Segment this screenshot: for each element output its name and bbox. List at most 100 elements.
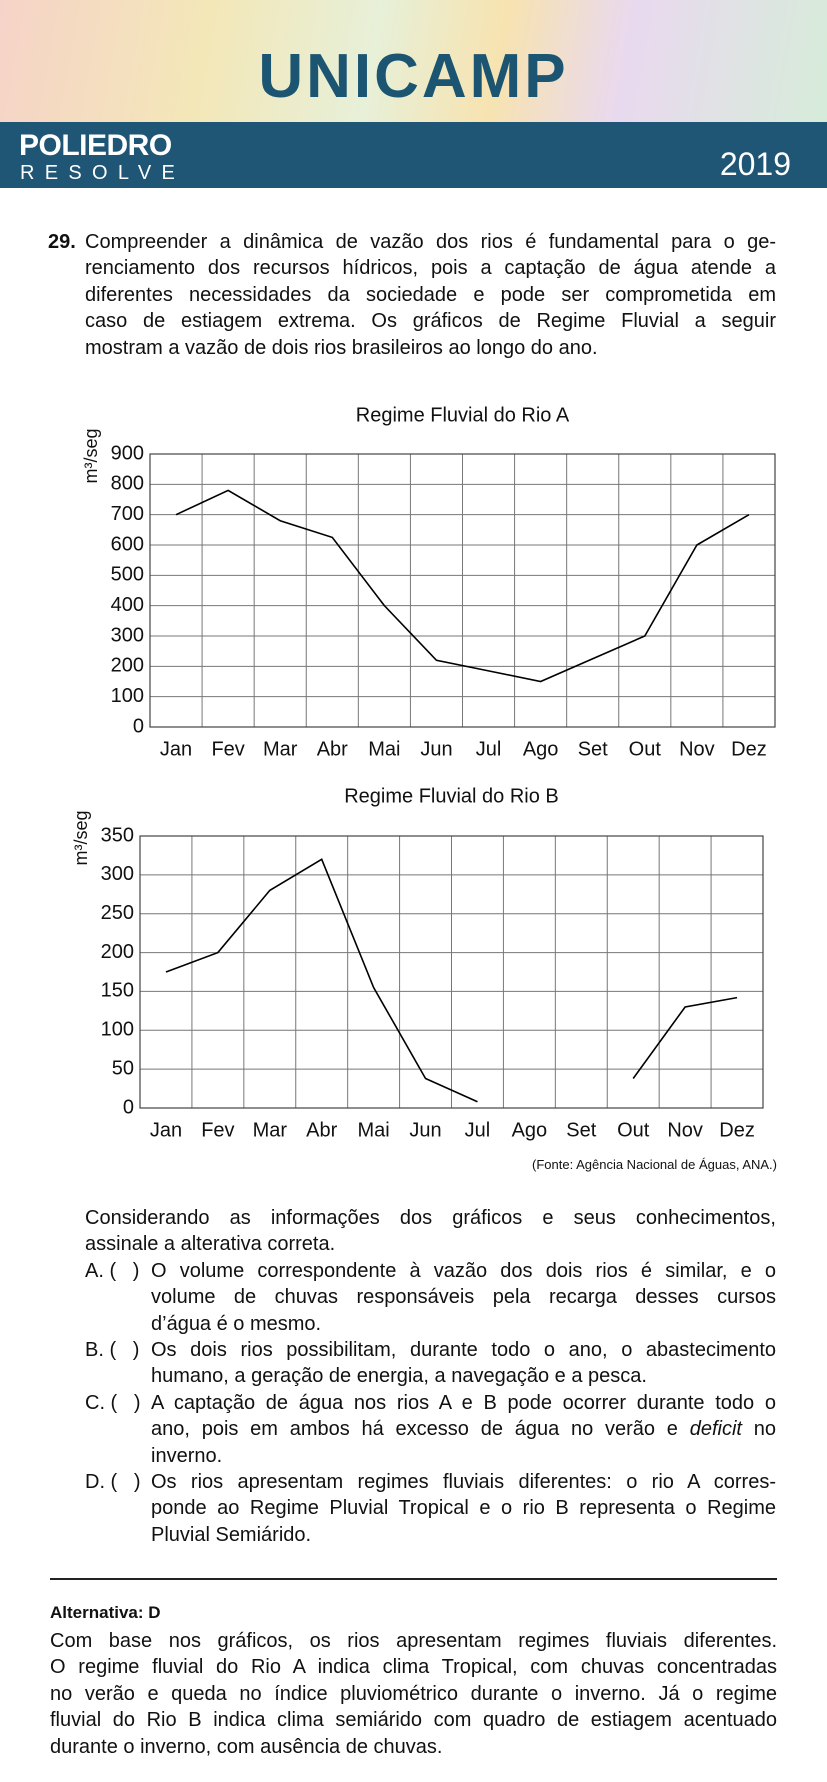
- question-number: 29.: [48, 231, 76, 253]
- text-line: Os dois rios possibilitam, durante todo …: [151, 1338, 776, 1361]
- y-tick-label: 250: [101, 902, 134, 924]
- separator: [50, 1578, 777, 1580]
- y-tick-label: 200: [101, 941, 134, 963]
- answer-text: Com base nos gráficos, os rios apresenta…: [50, 1628, 777, 1760]
- option: D. ( ) Os rios apresentam regimes fluviai…: [85, 1469, 776, 1548]
- y-tick-label: 600: [111, 533, 144, 555]
- plot-frame: [149, 453, 776, 728]
- text-line: caso de estiagem extrema. Os gráficos de…: [85, 310, 776, 333]
- text-line: O volume correspondente à vazão dos dois…: [151, 1259, 776, 1282]
- x-tick-label: Jun: [409, 1119, 441, 1141]
- y-tick-label: 100: [101, 1019, 134, 1041]
- x-tick-label: Ago: [523, 738, 559, 760]
- text-line: fluvial do Rio B indica clima semiárido …: [50, 1709, 777, 1732]
- text-line: Compreender a dinâmica de vazão dos rios…: [85, 231, 776, 253]
- source: (Fonte: Agência Nacional de Águas, ANA.): [532, 1157, 777, 1172]
- x-tick-label: Jul: [465, 1119, 491, 1141]
- x-tick-label: Mai: [358, 1119, 390, 1141]
- x-tick-label: Nov: [679, 738, 715, 760]
- text-line: durante o inverno, com ausência de chuva…: [50, 1735, 443, 1758]
- text-line: volume de chuvas responsáveis pela recar…: [151, 1286, 776, 1309]
- year: 2019: [719, 146, 791, 182]
- y-tick-label: 800: [111, 473, 144, 495]
- chart-title: Regime Fluvial do Rio B: [344, 785, 559, 807]
- y-tick-label: 100: [111, 685, 144, 707]
- text-line: Os rios apresentam regimes fluviais dife…: [151, 1470, 776, 1493]
- text-line: renciamento dos recursos hídricos, pois …: [85, 257, 776, 280]
- x-tick-label: Out: [629, 738, 662, 760]
- x-tick-label: Ago: [512, 1119, 548, 1141]
- y-tick-label: 900: [111, 442, 144, 464]
- x-tick-label: Dez: [731, 738, 767, 760]
- y-tick-label: 350: [101, 824, 134, 846]
- data-line: [175, 489, 750, 683]
- text-line: diferentes necessidades da sociedade e p…: [85, 283, 776, 306]
- x-tick-label: Abr: [306, 1119, 337, 1141]
- text-line: Pluvial Semiárido.: [151, 1523, 312, 1546]
- y-tick-label: 0: [123, 1096, 134, 1118]
- y-axis-label: m³/seg: [81, 428, 101, 483]
- text-line: humano, a geração de energia, a navegaçã…: [151, 1365, 647, 1388]
- header-banner: [0, 0, 827, 122]
- text-line: ponde ao Regime Pluvial Tropical e o rio…: [151, 1497, 776, 1520]
- text-line: ano, pois em ambos há excesso de água no…: [151, 1416, 776, 1442]
- text-line: Com base nos gráficos, os rios apresenta…: [50, 1630, 777, 1652]
- answer-label: Alternativa: D: [50, 1603, 161, 1622]
- text-segment: deficit: [689, 1418, 742, 1441]
- option-text: O volume correspondente à vazão dos dois…: [151, 1258, 776, 1337]
- option-letter: D. ( ): [85, 1470, 141, 1493]
- option-text: A captação de água nos rios A e B pode o…: [151, 1390, 776, 1469]
- y-axis-label: m³/seg: [71, 810, 91, 865]
- option-letter: A. ( ): [85, 1259, 140, 1282]
- y-tick-label: 0: [133, 715, 144, 737]
- text-line: mostram a vazão de dois rios brasileiros…: [85, 336, 598, 359]
- x-tick-label: Mar: [253, 1119, 288, 1141]
- text-line: inverno.: [151, 1444, 223, 1467]
- x-tick-label: Dez: [719, 1119, 755, 1141]
- plot-frame: [139, 835, 764, 1109]
- y-tick-label: 150: [101, 980, 134, 1002]
- option: C. ( ) A captação de água nos rios A e B …: [85, 1390, 776, 1469]
- x-tick-label: Jun: [420, 738, 452, 760]
- option: A. ( ) O volume correspondente à vazão do…: [85, 1258, 776, 1337]
- x-tick-label: Out: [617, 1119, 650, 1141]
- option-text: Os rios apresentam regimes fluviais dife…: [151, 1469, 776, 1548]
- x-tick-label: Mai: [368, 738, 400, 760]
- option-letter: B. ( ): [85, 1338, 140, 1361]
- question-options: Considerando as informações dos gráficos…: [85, 1205, 776, 1548]
- text-line: d’água é o mesmo.: [151, 1312, 322, 1335]
- x-tick-label: Fev: [201, 1119, 234, 1141]
- x-tick-label: Nov: [667, 1119, 703, 1141]
- y-tick-label: 700: [111, 503, 144, 525]
- option: B. ( ) Os dois rios possibilitam, durante…: [85, 1337, 776, 1390]
- text-line: no verão e queda no índice pluviométrico…: [50, 1682, 777, 1705]
- brand: POLIEDRO: [19, 129, 172, 162]
- y-tick-label: 300: [101, 863, 134, 885]
- x-tick-label: Jul: [476, 738, 502, 760]
- option-text: Os dois rios possibilitam, durante todo …: [151, 1337, 776, 1390]
- y-tick-label: 400: [111, 594, 144, 616]
- x-tick-label: Abr: [317, 738, 348, 760]
- text-line: Considerando as informações dos gráficos…: [85, 1207, 776, 1229]
- text-line: O regime fluvial do Rio A indica clima T…: [50, 1656, 777, 1679]
- x-tick-label: Jan: [160, 738, 192, 760]
- exam-title: UNICAMP: [258, 42, 569, 111]
- brand-sub: RESOLVE: [20, 162, 186, 184]
- header-band: [0, 122, 827, 188]
- y-tick-label: 300: [111, 624, 144, 646]
- x-tick-label: Set: [578, 738, 608, 760]
- text-line: A captação de água nos rios A e B pode o…: [151, 1391, 776, 1414]
- x-tick-label: Set: [566, 1119, 596, 1141]
- data-line: [165, 858, 738, 1103]
- text-line: assinale a alterativa correta.: [85, 1233, 336, 1256]
- text-segment: no: [741, 1418, 776, 1441]
- chart-title: Regime Fluvial do Rio A: [356, 404, 570, 426]
- question-text: Compreender a dinâmica de vazão dos rios…: [85, 229, 776, 361]
- x-tick-label: Jan: [150, 1119, 182, 1141]
- x-tick-label: Mar: [263, 738, 298, 760]
- y-tick-label: 50: [112, 1057, 134, 1079]
- y-tick-label: 500: [111, 564, 144, 586]
- option-letter: C. ( ): [85, 1391, 141, 1414]
